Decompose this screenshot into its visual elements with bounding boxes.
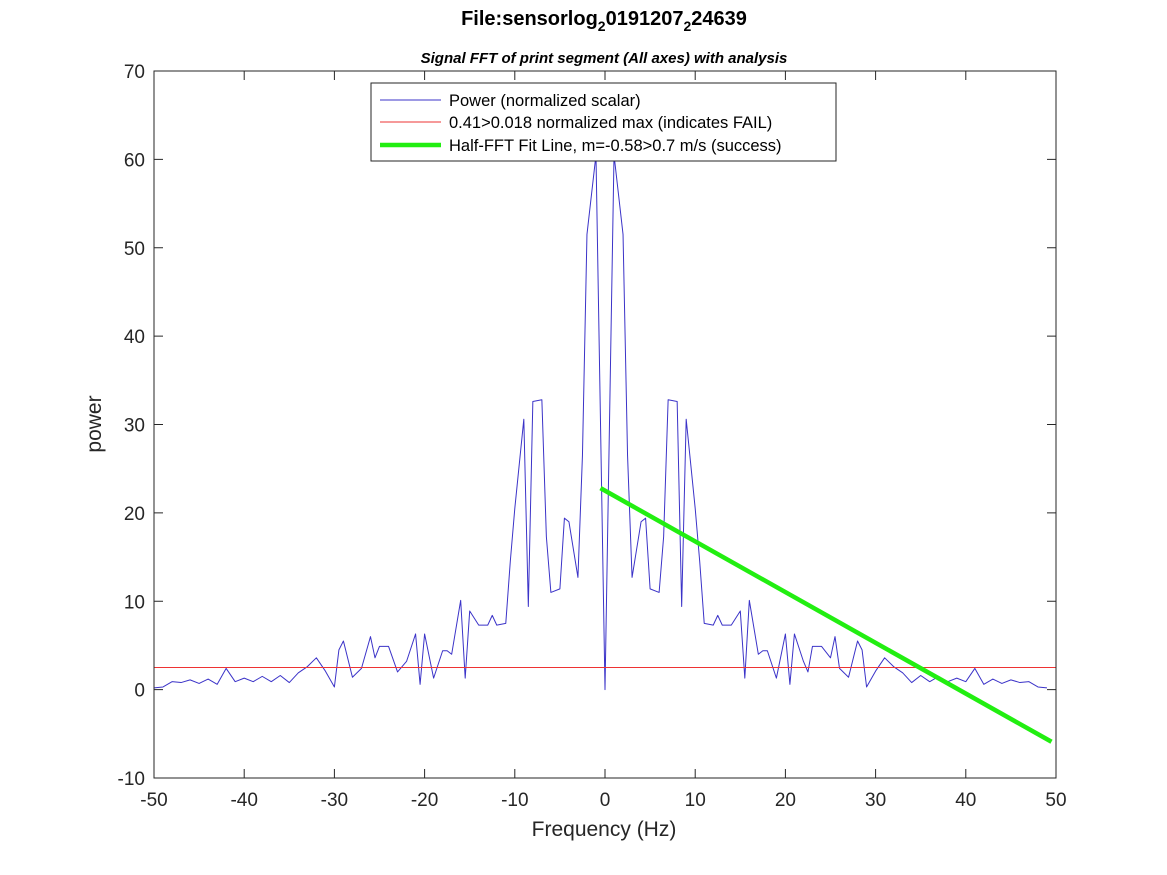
legend-label-threshold: 0.41>0.018 normalized max (indicates FAI… [449, 114, 772, 132]
chart-title: File:sensorlog20191207224639 [461, 8, 747, 34]
x-tick-label: 50 [1045, 790, 1066, 811]
x-tick-label: 0 [600, 790, 611, 811]
series-layer [154, 154, 1056, 744]
y-tick-label: -10 [118, 769, 145, 790]
y-tick-label: 40 [124, 327, 145, 348]
x-tick-label: -10 [501, 790, 528, 811]
legend-box [370, 82, 837, 162]
x-tick-label: 30 [865, 790, 886, 811]
y-tick-label: 50 [124, 239, 145, 260]
x-tick-label: -50 [140, 790, 167, 811]
y-tick-label: 30 [124, 416, 145, 437]
x-tick-label: -40 [230, 790, 257, 811]
y-tick-label: 20 [124, 504, 145, 525]
legend-label-power: Power (normalized scalar) [449, 92, 641, 110]
y-tick-label: 60 [124, 150, 145, 171]
y-axis: -10 0 10 20 30 40 50 60 70 [118, 62, 1056, 790]
series-power-line [154, 154, 1048, 691]
title-part-1: File:sensorlog [461, 8, 598, 30]
x-tick-label: -30 [321, 790, 348, 811]
x-tick-label: 20 [775, 790, 796, 811]
x-tick-label: -20 [411, 790, 438, 811]
x-axis-label: Frequency (Hz) [532, 818, 677, 841]
title-part-2: 0191207 [606, 8, 684, 30]
plot-area: -50 -40 -30 -20 -10 0 10 20 30 40 50 -10 0 10 20 30 40 5… [118, 62, 1067, 811]
legend-label-fit-line: Half-FFT Fit Line, m=-0.58>0.7 m/s (succ… [449, 137, 782, 155]
title-subscript-1: 2 [598, 18, 606, 34]
y-tick-label: 10 [124, 592, 145, 613]
chart-subtitle: Signal FFT of print segment (All axes) w… [421, 50, 788, 67]
title-part-3: 24639 [691, 8, 747, 30]
y-axis-label: power [83, 395, 106, 452]
legend: Power (normalized scalar) 0.41>0.018 nor… [370, 82, 837, 162]
series-fit-line [599, 486, 1053, 744]
title-subscript-2: 2 [683, 18, 691, 34]
y-tick-label: 70 [124, 62, 145, 83]
x-tick-label: 40 [955, 790, 976, 811]
x-tick-label: 10 [685, 790, 706, 811]
y-tick-label: 0 [134, 681, 145, 702]
x-axis: -50 -40 -30 -20 -10 0 10 20 30 40 50 [140, 71, 1067, 811]
